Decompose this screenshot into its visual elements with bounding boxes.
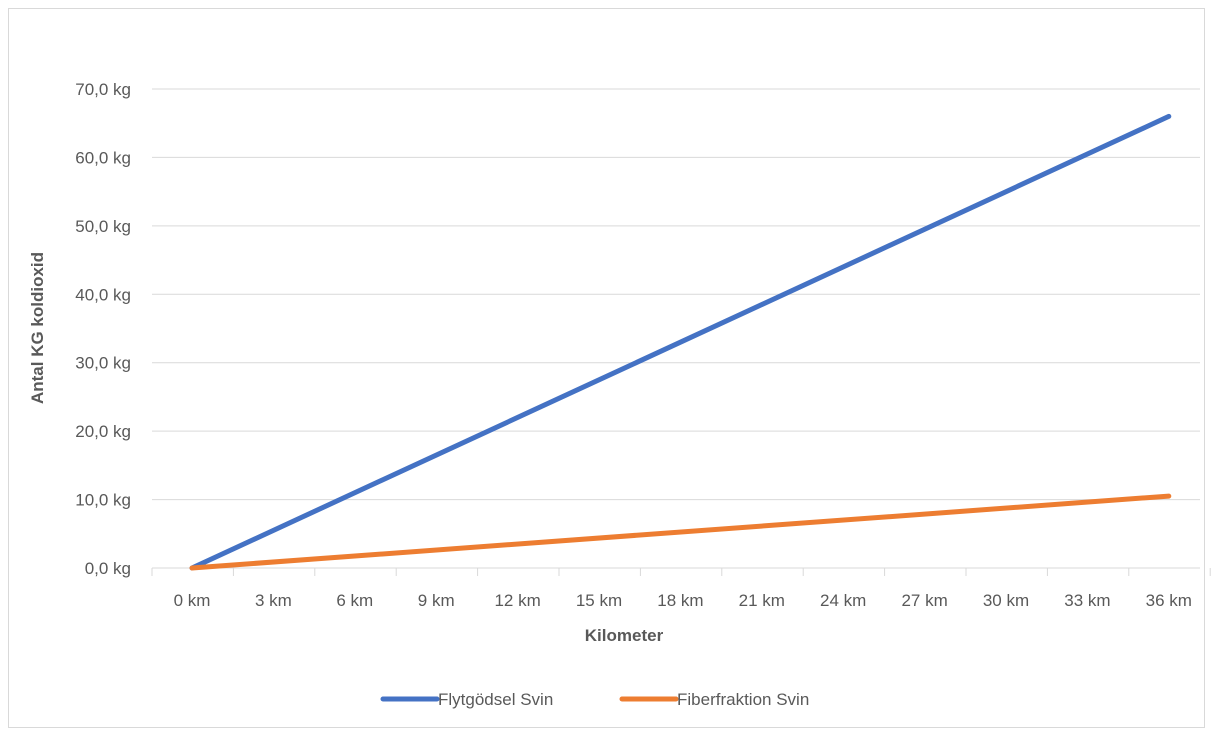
y-tick-label: 60,0 kg <box>75 148 131 167</box>
x-axis-title: Kilometer <box>585 626 664 645</box>
x-axis <box>151 567 1211 576</box>
x-tick-label: 21 km <box>739 591 785 610</box>
series-line <box>189 113 1172 571</box>
x-tick-label: 33 km <box>1064 591 1110 610</box>
x-tick-label: 12 km <box>494 591 540 610</box>
series-lines <box>189 113 1172 571</box>
y-axis-title: Antal KG koldioxid <box>28 252 47 404</box>
x-tick-label: 24 km <box>820 591 866 610</box>
chart-frame <box>8 8 1205 728</box>
y-tick-label: 40,0 kg <box>75 285 131 304</box>
y-tick-label: 30,0 kg <box>75 354 131 373</box>
y-axis-ticks: 0,0 kg 10,0 kg 20,0 kg 30,0 kg 40,0 kg 50,0 k… <box>75 80 131 578</box>
legend: Flytgödsel Svin Fiberfraktion Svin <box>380 690 809 709</box>
legend-label: Fiberfraktion Svin <box>677 690 809 709</box>
x-tick-label: 6 km <box>336 591 373 610</box>
x-tick-label: 36 km <box>1146 591 1192 610</box>
x-tick-label: 9 km <box>418 591 455 610</box>
y-tick-label: 70,0 kg <box>75 80 131 99</box>
x-tick-label: 3 km <box>255 591 292 610</box>
y-tick-label: 20,0 kg <box>75 422 131 441</box>
x-tick-label: 30 km <box>983 591 1029 610</box>
x-tick-label: 0 km <box>174 591 211 610</box>
series-line <box>189 493 1172 571</box>
y-tick-label: 10,0 kg <box>75 491 131 510</box>
legend-label: Flytgödsel Svin <box>438 690 553 709</box>
x-tick-label: 18 km <box>657 591 703 610</box>
y-tick-label: 50,0 kg <box>75 217 131 236</box>
y-tick-label: 0,0 kg <box>85 559 131 578</box>
gridlines <box>152 88 1200 501</box>
x-tick-label: 27 km <box>901 591 947 610</box>
x-tick-label: 15 km <box>576 591 622 610</box>
x-axis-ticks: 0 km 3 km 6 km 9 km 12 km 15 km 18 km 21 km 24 k… <box>174 591 1192 610</box>
